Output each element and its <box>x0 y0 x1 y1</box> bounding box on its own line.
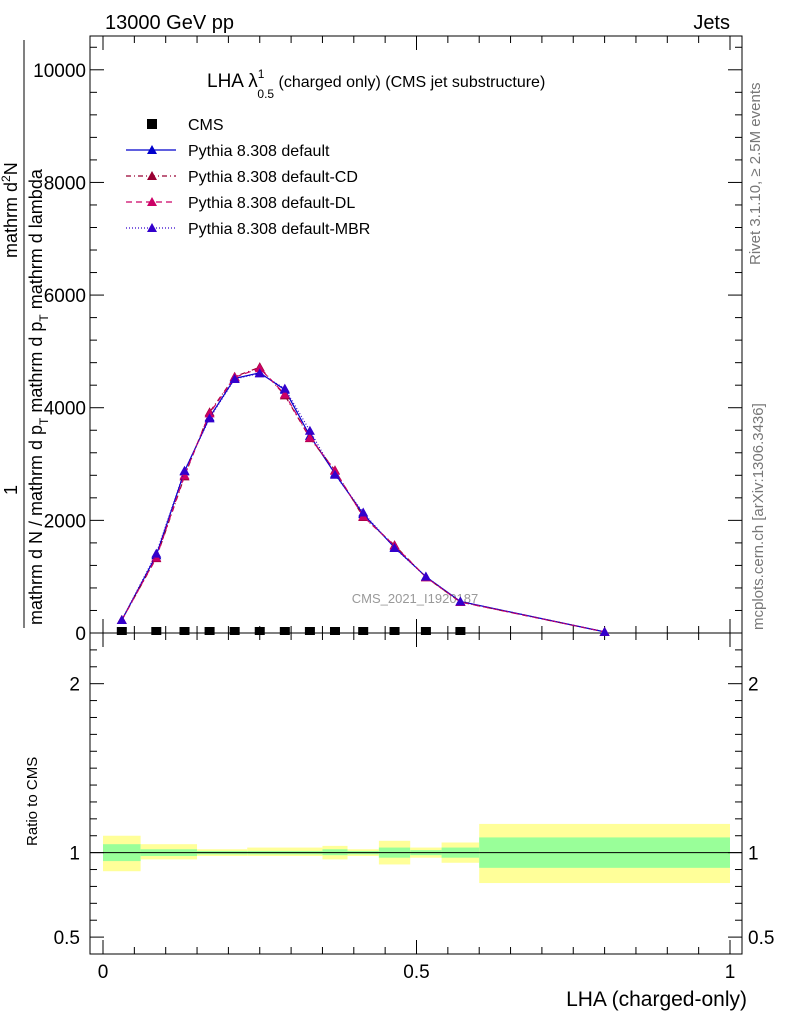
legend-marker <box>147 171 157 180</box>
legend-label: CMS <box>188 117 224 134</box>
main-panel-title: LHA λ1 0.5 (charged only) (CMS jet substr… <box>207 67 545 101</box>
legend-marker <box>147 197 157 206</box>
ratio-y-tick-label-right: 2 <box>748 675 759 696</box>
ratio-axis-ticks: 0.5 0.5 1 1 2 2 0 0.5 1 <box>54 633 774 983</box>
header-left-label: 13000 GeV pp <box>105 12 234 34</box>
cms-data-point <box>254 627 265 635</box>
main-y-label: mathrm d2N mathrm d N / mathrm d pT math… <box>0 40 51 628</box>
cms-data-point <box>151 627 162 635</box>
legend-marker <box>147 145 157 154</box>
main-y-tick-label: 8000 <box>44 173 86 194</box>
legend-marker <box>147 223 157 232</box>
series-point <box>116 615 127 625</box>
legend-label: Pythia 8.308 default-DL <box>188 195 355 212</box>
x-tick-label: 1 <box>725 962 736 983</box>
ratio-panel-frame <box>89 632 743 955</box>
series-point <box>229 373 240 383</box>
series-point <box>151 548 162 558</box>
series-point <box>455 596 466 606</box>
ratio-y-tick-label-right: 0.5 <box>748 928 774 949</box>
series-point <box>389 542 400 552</box>
legend-label: Pythia 8.308 default <box>188 143 330 160</box>
series-point <box>599 626 610 636</box>
side-mcplots-label: mcplots.cern.ch [arXiv:1306.3436] <box>750 403 767 630</box>
main-y-tick-label: 0 <box>75 624 86 645</box>
legend-marker <box>147 119 157 129</box>
main-y-tick-label: 10000 <box>33 61 86 82</box>
series-point <box>179 465 190 475</box>
cms-data-point <box>179 627 190 635</box>
series-layer <box>116 362 610 636</box>
series-0 <box>116 627 466 635</box>
cms-data-point <box>358 627 369 635</box>
legend-label: Pythia 8.308 default-CD <box>188 169 358 186</box>
x-tick-label: 0 <box>98 962 109 983</box>
ratio-bands <box>90 823 742 884</box>
main-axis-ticks: 0 2000 4000 6000 8000 10000 <box>33 36 742 645</box>
series-point <box>329 469 340 479</box>
cms-data-point <box>229 627 240 635</box>
main-y-tick-label: 2000 <box>44 511 86 532</box>
cms-data-point <box>279 627 290 635</box>
x-axis-label: LHA (charged-only) <box>566 988 747 1011</box>
series-point <box>279 383 290 393</box>
cms-data-point <box>455 627 466 635</box>
ratio-y-tick-label: 2 <box>69 675 80 696</box>
series-point <box>204 408 215 418</box>
series-point <box>254 368 265 378</box>
main-y-tick-label: 6000 <box>44 286 86 307</box>
cms-data-point <box>420 627 431 635</box>
series-point <box>279 389 290 399</box>
main-y-tick-label: 4000 <box>44 399 86 420</box>
side-rivet-label: Rivet 3.1.10, ≥ 2.5M events <box>747 83 764 266</box>
series-point <box>179 470 190 480</box>
legend: CMS Pythia 8.308 default Pythia 8.308 defa… <box>126 117 370 238</box>
series-4 <box>116 368 610 636</box>
series-point <box>358 507 369 517</box>
cms-data-point <box>329 627 340 635</box>
ratio-y-tick-label: 0.5 <box>54 928 80 949</box>
header-right-label: Jets <box>693 12 730 34</box>
cms-data-point <box>304 627 315 635</box>
cms-data-point <box>116 627 127 635</box>
y-label-denominator: mathrm d N / mathrm d pT mathrm d pT mat… <box>26 168 51 625</box>
series-point <box>204 413 215 423</box>
series-point <box>254 363 265 373</box>
series-point <box>420 571 431 581</box>
cms-data-point <box>204 627 215 635</box>
series-point <box>304 425 315 435</box>
cms-data-point <box>389 627 400 635</box>
analysis-watermark: CMS_2021_I1920187 <box>352 591 479 606</box>
ratio-y-label: Ratio to CMS <box>24 757 41 846</box>
ratio-y-tick-label: 1 <box>69 844 80 865</box>
y-label-one: 1 <box>1 485 21 495</box>
series-point <box>304 432 315 442</box>
legend-label: Pythia 8.308 default-MBR <box>188 221 370 238</box>
ratio-y-tick-label-right: 1 <box>748 844 759 865</box>
series-line <box>121 366 605 633</box>
y-label-numerator: mathrm d2N <box>0 162 21 258</box>
x-tick-label: 0.5 <box>403 962 429 983</box>
